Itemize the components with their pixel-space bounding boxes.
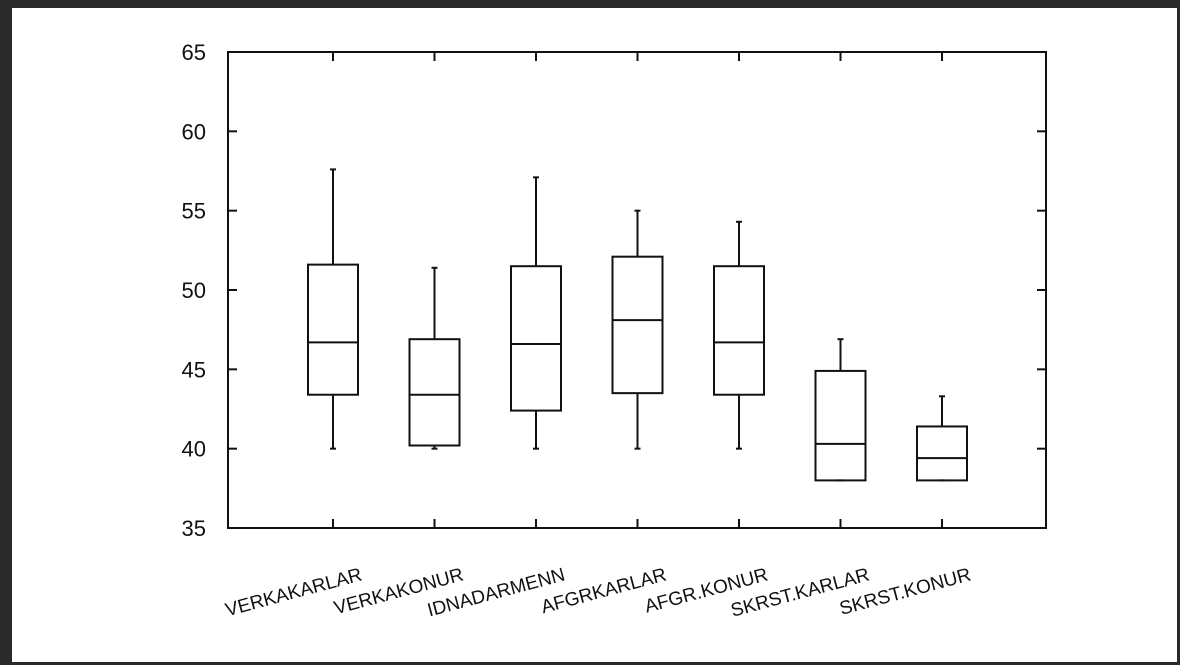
box-series bbox=[307, 168, 968, 482]
box-afgrkarlar bbox=[611, 209, 664, 450]
box-skrst-konur bbox=[916, 395, 968, 482]
y-tick-label: 55 bbox=[182, 199, 206, 224]
y-tick-label: 65 bbox=[182, 40, 206, 65]
iqr-box bbox=[307, 263, 359, 396]
y-tick-label: 50 bbox=[182, 278, 206, 303]
box-afgr-konur bbox=[713, 220, 765, 450]
box-verkakarlar bbox=[307, 168, 359, 450]
iqr-box bbox=[916, 425, 968, 482]
iqr-box bbox=[408, 338, 461, 447]
box-skrst-karlar bbox=[814, 338, 867, 482]
iqr-box bbox=[814, 369, 867, 482]
y-axis: 35 40 45 50 55 60 65 bbox=[182, 40, 1046, 541]
y-tick-label: 60 bbox=[182, 119, 206, 144]
y-tick-label: 40 bbox=[182, 437, 206, 462]
plot-border bbox=[227, 51, 1047, 529]
iqr-box bbox=[713, 265, 765, 396]
x-axis: VERKAKARLARVERKAKONURIDNADARMENNAFGRKARL… bbox=[223, 52, 973, 622]
box-idnadarmenn bbox=[510, 176, 562, 450]
iqr-box bbox=[510, 265, 562, 412]
box-verkakonur bbox=[408, 266, 461, 450]
iqr-box bbox=[611, 255, 664, 395]
y-tick-label: 45 bbox=[182, 357, 206, 382]
y-tick-label: 35 bbox=[182, 516, 206, 541]
plot-area bbox=[227, 51, 1047, 529]
